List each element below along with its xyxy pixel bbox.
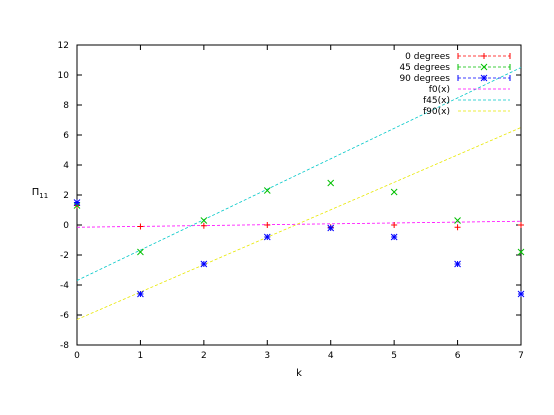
fit-line-f45x — [76, 67, 522, 281]
legend-marker-d2 — [480, 63, 488, 71]
data-point-series1-d2 — [454, 217, 461, 224]
legend-label: 90 degrees — [399, 74, 450, 84]
data-point-series2 — [200, 260, 208, 268]
plot-frame — [76, 44, 522, 346]
x-tick-label: 2 — [201, 351, 207, 361]
data-point-series2-d2 — [200, 260, 208, 268]
data-point-series0 — [454, 224, 461, 231]
y-tick-label: -4 — [60, 281, 69, 291]
y-tick-label: 0 — [63, 221, 69, 231]
x-tick-label: 4 — [328, 351, 334, 361]
y-axis-label-subscript: 11 — [39, 192, 48, 200]
data-point-series2-d2 — [137, 290, 144, 298]
y-tick-label: 10 — [58, 71, 70, 81]
y-tick-label: -2 — [60, 251, 69, 261]
data-point-series0 — [264, 222, 271, 228]
data-point-series1-d2 — [263, 187, 271, 194]
data-point-series0 — [391, 222, 398, 228]
data-point-series2 — [137, 290, 144, 298]
data-point-series1-d2 — [517, 248, 525, 256]
y-axis-label-main: Π — [32, 187, 40, 198]
data-point-series2-d2 — [390, 233, 398, 241]
y-tick-label: 8 — [63, 101, 69, 111]
fit-line-f90x — [76, 127, 522, 320]
y-tick-label: 2 — [63, 191, 69, 201]
data-point-series2 — [390, 233, 398, 241]
x-axis-label: k — [296, 368, 302, 379]
data-point-series1-d2 — [137, 248, 144, 256]
y-axis-label: Π11 — [32, 187, 48, 200]
y-tick-label: 6 — [63, 131, 69, 141]
x-tick-label: 3 — [264, 351, 270, 361]
data-point-series2 — [454, 260, 461, 268]
data-point-series0 — [200, 222, 207, 229]
data-point-series2-d2 — [454, 260, 461, 268]
data-point-series1 — [390, 188, 398, 196]
data-point-series2 — [517, 290, 525, 298]
x-tick-label: 6 — [455, 351, 461, 361]
data-point-series1-d2 — [390, 188, 398, 196]
legend-label: 45 degrees — [399, 63, 450, 73]
legend-marker-d2 — [480, 74, 488, 82]
data-point-series1 — [327, 179, 335, 187]
legend-marker — [480, 63, 488, 71]
x-tick-label: 7 — [518, 351, 524, 361]
legend-label: f90(x) — [423, 107, 450, 117]
x-tick-label: 1 — [138, 351, 144, 361]
data-point-series2 — [327, 224, 335, 232]
legend-marker — [480, 74, 488, 82]
legend-label: f0(x) — [429, 85, 450, 95]
y-tick-label: 12 — [58, 41, 69, 51]
data-point-series0 — [137, 223, 144, 230]
data-point-series1 — [200, 217, 208, 224]
data-point-series2 — [73, 199, 81, 206]
y-tick-label: -6 — [60, 311, 69, 321]
fit-line-f0x — [76, 220, 522, 228]
legend-marker — [481, 53, 487, 59]
y-tick-label: -8 — [60, 341, 69, 351]
data-point-series2-d2 — [73, 199, 81, 206]
data-point-series0 — [518, 222, 524, 228]
data-point-series1-d2 — [200, 217, 208, 224]
legend-label: 0 degrees — [405, 52, 450, 62]
data-point-series2-d2 — [263, 233, 271, 241]
data-point-series2-d2 — [327, 224, 335, 232]
data-point-series1 — [137, 248, 144, 256]
data-point-series1-d2 — [327, 179, 335, 187]
data-point-series2-d2 — [517, 290, 525, 298]
data-point-series1 — [517, 248, 525, 256]
data-point-series2 — [263, 233, 271, 241]
data-point-series1 — [263, 187, 271, 194]
y-tick-label: 4 — [63, 161, 69, 171]
data-point-series1 — [454, 217, 461, 224]
x-tick-label: 5 — [391, 351, 397, 361]
x-tick-label: 0 — [74, 351, 80, 361]
legend-label: f45(x) — [423, 96, 450, 106]
